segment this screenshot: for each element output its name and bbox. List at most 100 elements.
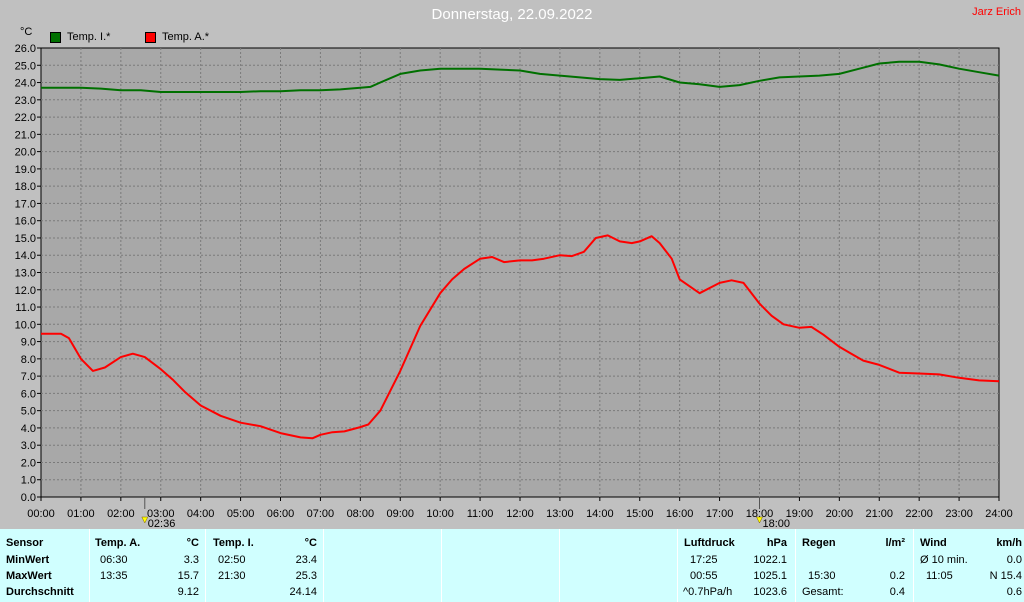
sunset-icon [756,516,763,524]
temp-a-unit: °C [186,537,199,549]
temp-a-min-time: 06:30 [100,554,128,566]
y-tick-label: 18.0 [15,181,36,193]
sunset-time-label: 18:00 [763,518,791,529]
wind-header: Wind [920,537,947,549]
x-tick-label: 04:00 [187,508,215,520]
y-tick-label: 12.0 [15,285,36,297]
x-tick-label: 07:00 [307,508,335,520]
stats-col-sensor: Sensor MinWert MaxWert Durchschnitt [0,529,90,602]
x-tick-label: 19:00 [786,508,814,520]
y-tick-label: 3.0 [21,440,36,452]
y-tick-label: 5.0 [21,406,36,418]
x-tick-label: 05:00 [227,508,255,520]
min-row-label: MinWert [6,554,50,566]
statistics-panel: Sensor MinWert MaxWert Durchschnitt Temp… [0,529,1024,602]
regen-total-label: Gesamt: [802,586,844,598]
y-tick-label: 13.0 [15,268,36,280]
y-tick-label: 6.0 [21,388,36,400]
temp-i-unit: °C [304,537,317,549]
temp-i-max-time: 21:30 [218,570,246,582]
y-tick-label: 15.0 [15,233,36,245]
temp-i-header: Temp. I. [213,537,254,549]
y-tick-label: 24.0 [15,78,36,90]
regen-total-value: 0.4 [889,586,905,598]
y-tick-label: 26.0 [15,43,36,55]
y-tick-label: 2.0 [21,457,36,469]
x-tick-label: 20:00 [826,508,854,520]
series-line-temp-a [41,234,1000,440]
x-tick-label: 06:00 [267,508,295,520]
x-tick-label: 11:00 [467,508,494,520]
stats-col-regen: Regen l/m² 15:30 0.2 Gesamt: 0.4 [796,529,914,602]
x-tick-label: 17:00 [706,508,734,520]
x-tick-label: 12:00 [506,508,534,520]
legend-label: Temp. A.* [162,31,210,43]
x-tick-label: 24:00 [985,508,1013,520]
y-tick-label: 20.0 [15,147,36,159]
luftdruck-max-time: 00:55 [690,570,718,582]
x-tick-label: 15:00 [626,508,654,520]
x-tick-label: 18:00 [746,508,774,520]
x-tick-label: 22:00 [905,508,933,520]
author-label: Jarz Erich [972,6,1021,18]
stats-col-empty-2 [442,529,560,602]
stats-col-luftdruck: Luftdruck hPa 17:25 1022.1 00:55 1025.1 … [678,529,796,602]
y-tick-label: 0.0 [21,492,36,504]
y-tick-label: 22.0 [15,112,36,124]
series-line-temp-i [41,60,1000,93]
legend-item-temp-i: Temp. I.* [50,31,110,43]
sun-markers: 02:36 18:00 [141,497,791,529]
sunrise-time-label: 02:36 [148,518,176,529]
y-tick-label: 14.0 [15,250,36,262]
luftdruck-min-time: 17:25 [690,554,718,566]
luftdruck-header: Luftdruck [684,537,735,549]
x-tick-label: 16:00 [666,508,694,520]
stats-col-temp-i: Temp. I. °C 02:50 23.4 21:30 25.3 24.14 [206,529,324,602]
legend-label: Temp. I.* [67,31,111,43]
x-tick-label: 08:00 [347,508,375,520]
temp-i-min-value: 23.4 [295,554,317,566]
x-tick-label: 13:00 [546,508,574,520]
y-tick-label: 17.0 [15,198,36,210]
y-axis: 0.0 1.0 2.0 3.0 4.0 5.0 6.0 7.0 8.0 9.0 10.0 11.0 12… [15,43,41,504]
x-tick-label: 09:00 [386,508,414,520]
temp-a-avg: 9.12 [177,586,199,598]
x-tick-label: 01:00 [67,508,95,520]
avg-row-label: Durchschnitt [6,586,74,598]
stats-col-empty-1 [324,529,442,602]
luftdruck-max-value: 1025.1 [753,570,787,582]
series-lines [41,60,1000,440]
y-tick-label: 19.0 [15,164,36,176]
y-tick-label: 1.0 [21,475,36,487]
x-tick-label: 02:00 [107,508,135,520]
wind-avg10-label: Ø 10 min. [920,554,968,566]
regen-max-time: 15:30 [808,570,836,582]
y-tick-label: 21.0 [15,129,36,141]
x-tick-label: 10:00 [426,508,454,520]
sunrise-icon [141,516,149,524]
temp-a-max-value: 15.7 [177,570,199,582]
legend-swatch-red [145,31,156,43]
stats-col-temp-a: Temp. A. °C 06:30 3.3 13:35 15.7 9.12 [90,529,206,602]
luftdruck-avg: 1023.6 [753,586,787,598]
legend-item-temp-a: Temp. A.* [145,31,209,43]
x-tick-label: 03:00 [147,508,175,520]
wind-avg10-value: 0.0 [1006,554,1022,566]
grid-lines [41,48,999,497]
y-tick-label: 8.0 [21,354,36,366]
regen-unit: l/m² [885,537,905,549]
stats-col-empty-3 [560,529,678,602]
wind-avg: 0.6 [1006,586,1022,598]
y-tick-label: 7.0 [21,371,36,383]
y-tick-label: 23.0 [15,95,36,107]
stats-col-wind: Wind km/h Ø 10 min. 0.0 11:05 N 15.4 0.6 [914,529,1024,602]
temp-i-avg: 24.14 [289,586,317,598]
wind-unit: km/h [996,537,1022,549]
sensor-header: Sensor [6,537,44,549]
x-tick-label: 21:00 [865,508,893,520]
temperature-chart: 0.0 1.0 2.0 3.0 4.0 5.0 6.0 7.0 8.0 9.0 10.0 11.0 12… [15,43,1013,529]
chart-title: Donnerstag, 22.09.2022 [431,6,593,23]
regen-max-value: 0.2 [889,570,905,582]
luftdruck-trend: ^0.7hPa/h [683,586,733,598]
y-tick-label: 16.0 [15,216,36,228]
